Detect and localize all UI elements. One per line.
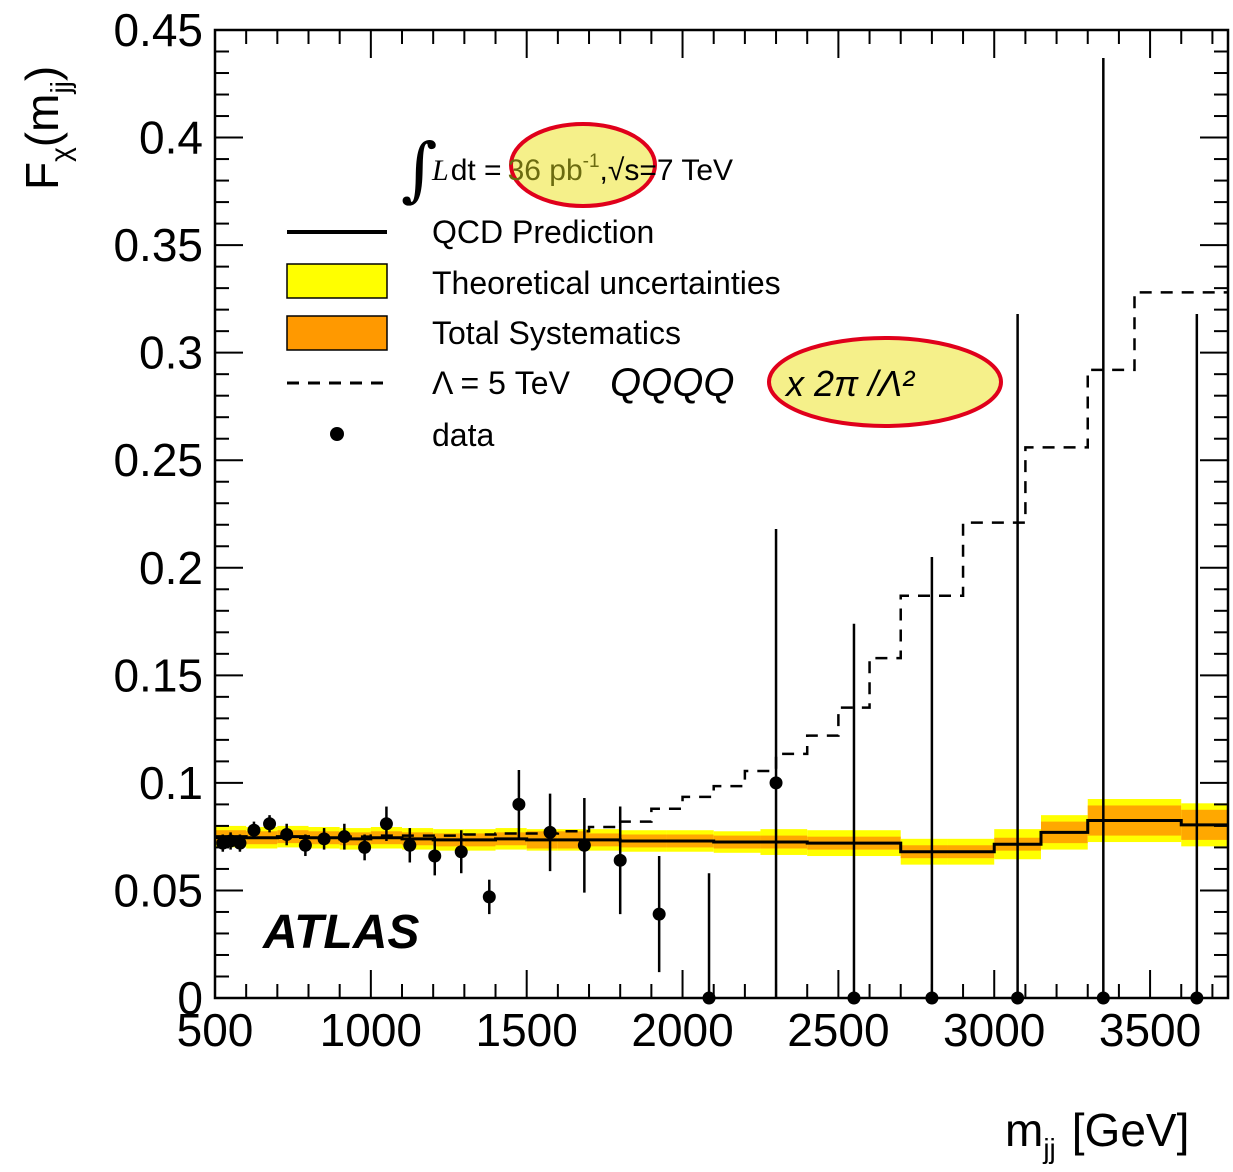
data-point-15 [512, 797, 526, 811]
y-axis-title-chi: χ [45, 147, 76, 162]
data-point-9 [358, 840, 372, 854]
legend-theory-label: Theoretical uncertainties [432, 265, 781, 301]
y-axis-title: Fχ(mjj) [16, 66, 76, 190]
y-tick-label-7: 0.35 [113, 219, 203, 271]
x-tick-label-1: 1000 [320, 1004, 422, 1056]
y-tick-label-1: 0.05 [113, 864, 203, 916]
luminosity-value: 36 pb [508, 154, 583, 187]
y-tick-label-5: 0.25 [113, 434, 203, 486]
luminosity-dt: dt = [451, 154, 502, 187]
legend-total-label: Total Systematics [432, 315, 681, 351]
data-point-17 [577, 838, 591, 852]
y-tick-label-8: 0.4 [139, 112, 203, 164]
lambda-5tev-curve [215, 291, 1228, 839]
legend-data-marker [330, 427, 344, 441]
data-point-11 [403, 838, 417, 852]
legend-lambda-label: Λ = 5 TeV [432, 365, 571, 401]
luminosity-highlight [509, 122, 657, 208]
annotation-highlight [767, 336, 1003, 428]
legend-theory-box [286, 263, 388, 299]
data-point-14 [482, 890, 496, 904]
x-axis-title-unit: [GeV] [1072, 1104, 1190, 1156]
data-point-12 [428, 849, 442, 863]
data-point-5 [280, 828, 294, 842]
y-tick-label-4: 0.2 [139, 542, 203, 594]
x-tick-label-3: 2000 [631, 1004, 733, 1056]
y-axis-title-open: (m [16, 94, 68, 148]
y-tick-label-6: 0.3 [139, 327, 203, 379]
data-point-4 [263, 817, 277, 831]
luminosity-text: Ldt = 36 pb-1,√s=7 TeV [431, 151, 733, 187]
luminosity-energy: s=7 TeV [624, 154, 733, 187]
legend-total-box [286, 315, 388, 351]
luminosity-exponent: -1 [583, 151, 600, 172]
x-tick-label-5: 3000 [943, 1004, 1045, 1056]
data-point-6 [298, 838, 312, 852]
x-axis-title-m: m [1005, 1104, 1043, 1156]
legend-qcd-label: QCD Prediction [432, 214, 654, 250]
data-point-16 [543, 825, 557, 839]
data-point-2 [233, 836, 247, 850]
x-tick-label-4: 2500 [787, 1004, 889, 1056]
x-axis-title-subscript: jj [1042, 1133, 1055, 1164]
data-points [216, 57, 1204, 1005]
y-tick-label-9: 0.45 [113, 4, 203, 56]
data-point-7 [317, 832, 331, 846]
legend-data-label: data [432, 417, 494, 453]
axis-ticks [214, 29, 1228, 999]
luminosity-label: ∫ Ldt = 36 pb-1,√s=7 TeV [401, 122, 733, 210]
lambda-5tev-path [215, 291, 1228, 839]
luminosity-comma: , [600, 154, 608, 187]
handwritten-annotation: QQQQ x 2π /Λ² [610, 336, 1003, 428]
data-point-18 [613, 853, 627, 867]
y-axis-title-close: ) [16, 66, 68, 81]
y-axis-title-f: F [16, 162, 68, 190]
plot-frame [213, 28, 1230, 1000]
atlas-label: ATLAS [262, 906, 419, 959]
y-tick-label-3: 0.15 [113, 649, 203, 701]
data-point-13 [454, 845, 468, 859]
y-tick-label-0: 0 [177, 972, 203, 1024]
integral-sign: ∫ [401, 128, 437, 210]
luminosity-L: L [431, 154, 449, 187]
y-axis-title-jj: jj [45, 81, 76, 94]
x-tick-label-0: 500 [177, 1004, 254, 1056]
data-point-21 [769, 776, 783, 790]
data-point-3 [247, 823, 261, 837]
data-point-19 [652, 907, 666, 921]
x-tick-label-6: 3500 [1099, 1004, 1201, 1056]
y-tick-label-2: 0.1 [139, 757, 203, 809]
luminosity-sqrt: √ [608, 154, 625, 187]
data-point-10 [379, 817, 393, 831]
x-tick-label-2: 1500 [476, 1004, 578, 1056]
annotation-formula: x 2π /Λ² [784, 363, 916, 404]
x-axis-title: mjj [GeV] [1005, 1104, 1189, 1164]
legend: QCD Prediction Theoretical uncertainties… [286, 214, 781, 453]
data-point-8 [337, 830, 351, 844]
annotation-qqqq: QQQQ [610, 361, 734, 405]
axis-tick-labels: 500 1000 1500 2000 2500 3000 3500 0 0.05 0.1 0.15 0… [113, 4, 1201, 1056]
